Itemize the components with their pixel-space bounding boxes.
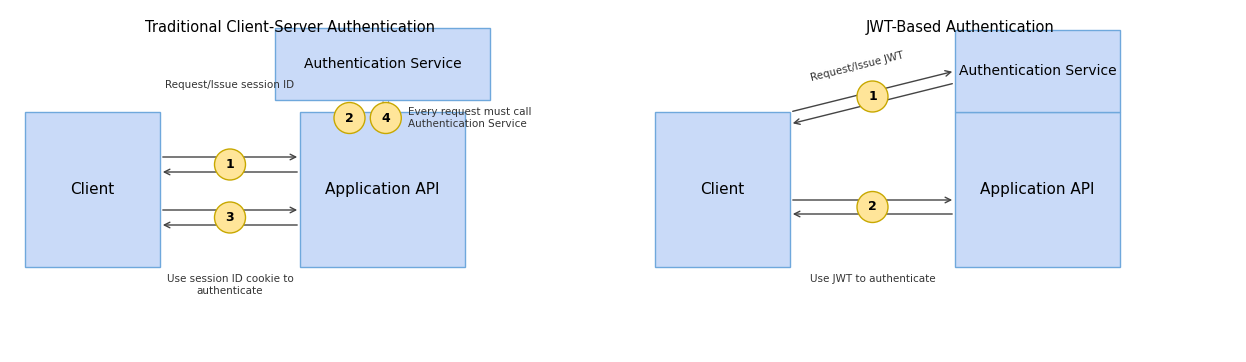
Text: JWT-Based Authentication: JWT-Based Authentication bbox=[866, 20, 1054, 35]
FancyBboxPatch shape bbox=[275, 28, 490, 100]
Text: Use JWT to authenticate: Use JWT to authenticate bbox=[810, 274, 936, 284]
Text: Request/Issue JWT: Request/Issue JWT bbox=[810, 50, 905, 83]
FancyBboxPatch shape bbox=[655, 112, 790, 267]
Text: Application API: Application API bbox=[325, 182, 440, 197]
Text: Request/Issue session ID: Request/Issue session ID bbox=[166, 80, 294, 90]
Circle shape bbox=[370, 102, 401, 134]
Text: Application API: Application API bbox=[981, 182, 1095, 197]
Text: 3: 3 bbox=[226, 211, 234, 224]
Text: 2: 2 bbox=[868, 201, 877, 214]
Text: Every request must call
Authentication Service: Every request must call Authentication S… bbox=[407, 107, 531, 129]
Text: 2: 2 bbox=[345, 111, 354, 125]
FancyBboxPatch shape bbox=[954, 112, 1120, 267]
Text: Client: Client bbox=[70, 182, 115, 197]
Text: Authentication Service: Authentication Service bbox=[958, 64, 1116, 78]
Text: Authentication Service: Authentication Service bbox=[304, 57, 461, 71]
Circle shape bbox=[857, 81, 888, 112]
FancyBboxPatch shape bbox=[954, 30, 1120, 112]
Circle shape bbox=[334, 102, 365, 134]
Text: 4: 4 bbox=[381, 111, 390, 125]
Circle shape bbox=[214, 202, 245, 233]
FancyBboxPatch shape bbox=[25, 112, 159, 267]
FancyBboxPatch shape bbox=[300, 112, 465, 267]
Text: Client: Client bbox=[700, 182, 745, 197]
Circle shape bbox=[214, 149, 245, 180]
Text: 1: 1 bbox=[226, 158, 234, 171]
Text: Traditional Client-Server Authentication: Traditional Client-Server Authentication bbox=[145, 20, 435, 35]
Text: Use session ID cookie to
authenticate: Use session ID cookie to authenticate bbox=[167, 274, 293, 296]
Text: 1: 1 bbox=[868, 90, 877, 103]
Circle shape bbox=[857, 191, 888, 223]
